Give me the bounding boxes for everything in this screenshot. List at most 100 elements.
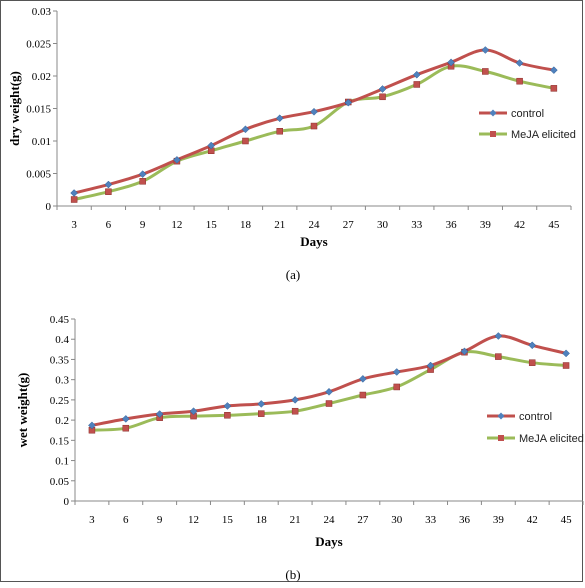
x-tick-label: 36 — [459, 514, 471, 526]
y-axis-title: wet weight(g) — [15, 373, 30, 448]
data-point-control — [325, 387, 333, 396]
y-tick-label: 0.005 — [26, 169, 51, 181]
legend-marker-square — [498, 435, 504, 441]
x-tick-label: 12 — [171, 219, 182, 231]
panel-caption: (a) — [286, 267, 300, 282]
data-point-meja — [379, 93, 386, 101]
x-tick-label: 39 — [493, 514, 505, 526]
y-tick-label: 0.015 — [26, 104, 51, 116]
x-tick-label: 36 — [446, 219, 458, 231]
data-point-control — [447, 58, 455, 67]
data-point-control — [138, 170, 147, 179]
x-tick-label: 27 — [343, 219, 355, 231]
x-tick-label: 30 — [391, 514, 403, 526]
data-point-meja — [122, 424, 130, 432]
x-tick-label: 39 — [480, 219, 492, 231]
data-point-meja — [562, 362, 570, 369]
data-point-meja — [242, 137, 249, 145]
data-point-control — [241, 125, 250, 134]
data-point-control — [121, 415, 130, 423]
legend-label: MeJA elicited — [511, 129, 576, 141]
data-point-meja — [393, 383, 400, 391]
data-point-control — [104, 180, 113, 189]
x-tick-label: 24 — [324, 514, 336, 526]
data-point-meja — [139, 178, 146, 185]
x-tick-label: 18 — [256, 514, 268, 526]
data-point-meja — [224, 412, 231, 419]
data-point-meja — [528, 359, 536, 366]
data-point-meja — [105, 188, 112, 195]
y-tick-label: 0.35 — [50, 354, 70, 366]
data-point-control — [494, 332, 503, 340]
data-point-meja — [516, 77, 523, 85]
data-point-control — [359, 375, 367, 383]
x-tick-label: 33 — [411, 219, 423, 231]
data-point-control — [528, 341, 537, 350]
data-point-meja — [325, 400, 333, 407]
x-tick-label: 42 — [527, 514, 538, 526]
x-tick-label: 9 — [157, 514, 163, 526]
data-point-control — [412, 70, 421, 79]
data-point-meja — [495, 353, 502, 360]
y-tick-label: 0 — [64, 496, 70, 508]
y-tick-label: 0.1 — [55, 456, 69, 468]
legend-marker-square — [490, 131, 496, 137]
data-point-control — [392, 368, 401, 376]
y-tick-label: 0.02 — [32, 71, 51, 83]
data-point-control — [70, 189, 78, 197]
y-tick-label: 0.03 — [32, 6, 52, 18]
chart-panel-b: 00.050.10.150.20.250.30.350.40.453 6 9 12 15… — [15, 314, 584, 582]
x-tick-label: 27 — [357, 514, 369, 526]
data-point-control — [257, 400, 266, 408]
x-tick-label: 21 — [274, 219, 285, 231]
y-tick-label: 0.2 — [55, 415, 69, 427]
data-point-control — [481, 46, 490, 54]
y-tick-label: 0.3 — [55, 375, 69, 387]
x-tick-label: 18 — [240, 219, 252, 231]
data-point-control — [378, 85, 387, 93]
x-tick-label: 3 — [71, 219, 77, 231]
data-point-control — [344, 98, 353, 107]
data-point-control — [291, 396, 299, 404]
data-point-control — [426, 361, 435, 370]
x-tick-label: 3 — [89, 514, 95, 526]
data-point-control — [207, 141, 216, 150]
data-point-meja — [310, 122, 318, 130]
y-tick-label: 0 — [46, 201, 52, 213]
legend-marker-diamond — [489, 109, 497, 117]
y-axis-title: dry weight(g) — [7, 71, 22, 146]
data-point-control — [275, 114, 284, 123]
y-tick-label: 0.025 — [26, 39, 51, 51]
x-tick-label: 15 — [222, 514, 234, 526]
data-point-control — [189, 407, 198, 416]
data-point-meja — [70, 196, 78, 203]
data-point-meja — [291, 407, 299, 415]
data-point-meja — [276, 128, 283, 135]
data-point-meja — [413, 81, 421, 88]
data-point-meja — [482, 68, 489, 75]
data-point-control — [155, 410, 164, 418]
x-tick-label: 30 — [377, 219, 389, 231]
y-tick-label: 0.01 — [32, 136, 51, 148]
x-tick-label: 6 — [106, 219, 112, 231]
x-tick-label: 9 — [140, 219, 146, 231]
x-tick-label: 24 — [309, 219, 321, 231]
data-point-meja — [550, 85, 558, 92]
x-tick-label: 6 — [123, 514, 129, 526]
y-tick-label: 0.05 — [50, 476, 70, 488]
x-axis-title: Days — [315, 534, 342, 549]
x-tick-label: 33 — [425, 514, 437, 526]
y-tick-label: 0.45 — [50, 314, 70, 326]
data-point-control — [173, 155, 181, 164]
y-tick-label: 0.25 — [50, 395, 70, 407]
data-point-control — [550, 66, 558, 75]
x-tick-label: 45 — [561, 514, 573, 526]
legend-marker-diamond — [497, 412, 505, 420]
series-line-control — [90, 334, 568, 427]
data-point-control — [88, 421, 96, 430]
data-point-control — [223, 402, 232, 410]
x-tick-label: 42 — [514, 219, 525, 231]
